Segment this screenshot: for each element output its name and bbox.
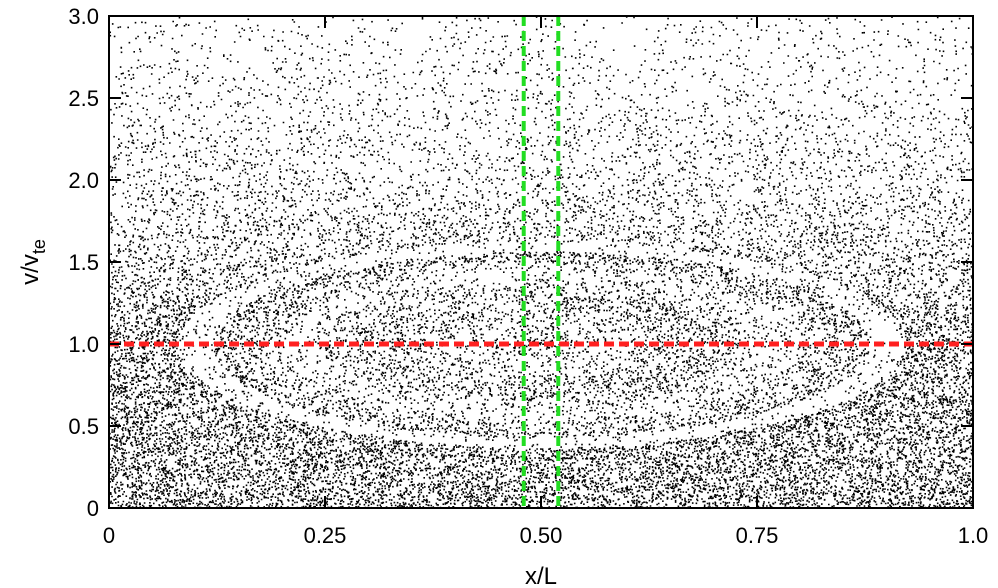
x-tick-label: 0.50 <box>520 523 563 548</box>
x-tick-label: 1.0 <box>958 523 989 548</box>
y-tick-label: 2.0 <box>68 168 99 193</box>
plot-frame <box>108 15 974 509</box>
x-tick-label: 0.25 <box>304 523 347 548</box>
y-tick-label: 2.5 <box>68 86 99 111</box>
y-tick-label: 1.5 <box>68 250 99 275</box>
x-tick-label: 0 <box>103 523 115 548</box>
y-axis-label-subscript: te <box>29 239 49 254</box>
particle-scatter <box>109 16 973 508</box>
tick-labels: 0 0.25 0.50 0.75 1.0 0 0.5 1.0 1.5 2.0 2.5 3.0 <box>68 4 988 548</box>
y-axis-label-main: v/v <box>17 254 44 285</box>
x-tick-label: 0.75 <box>736 523 779 548</box>
y-tick-label: 3.0 <box>68 4 99 29</box>
axis-ticks <box>108 15 974 509</box>
y-axis-label: v/vte <box>17 239 49 285</box>
x-axis-label: x/L <box>525 563 557 588</box>
reference-lines <box>109 16 973 508</box>
y-tick-label: 0.5 <box>68 414 99 439</box>
y-tick-label: 1.0 <box>68 332 99 357</box>
y-tick-label: 0 <box>87 496 99 521</box>
